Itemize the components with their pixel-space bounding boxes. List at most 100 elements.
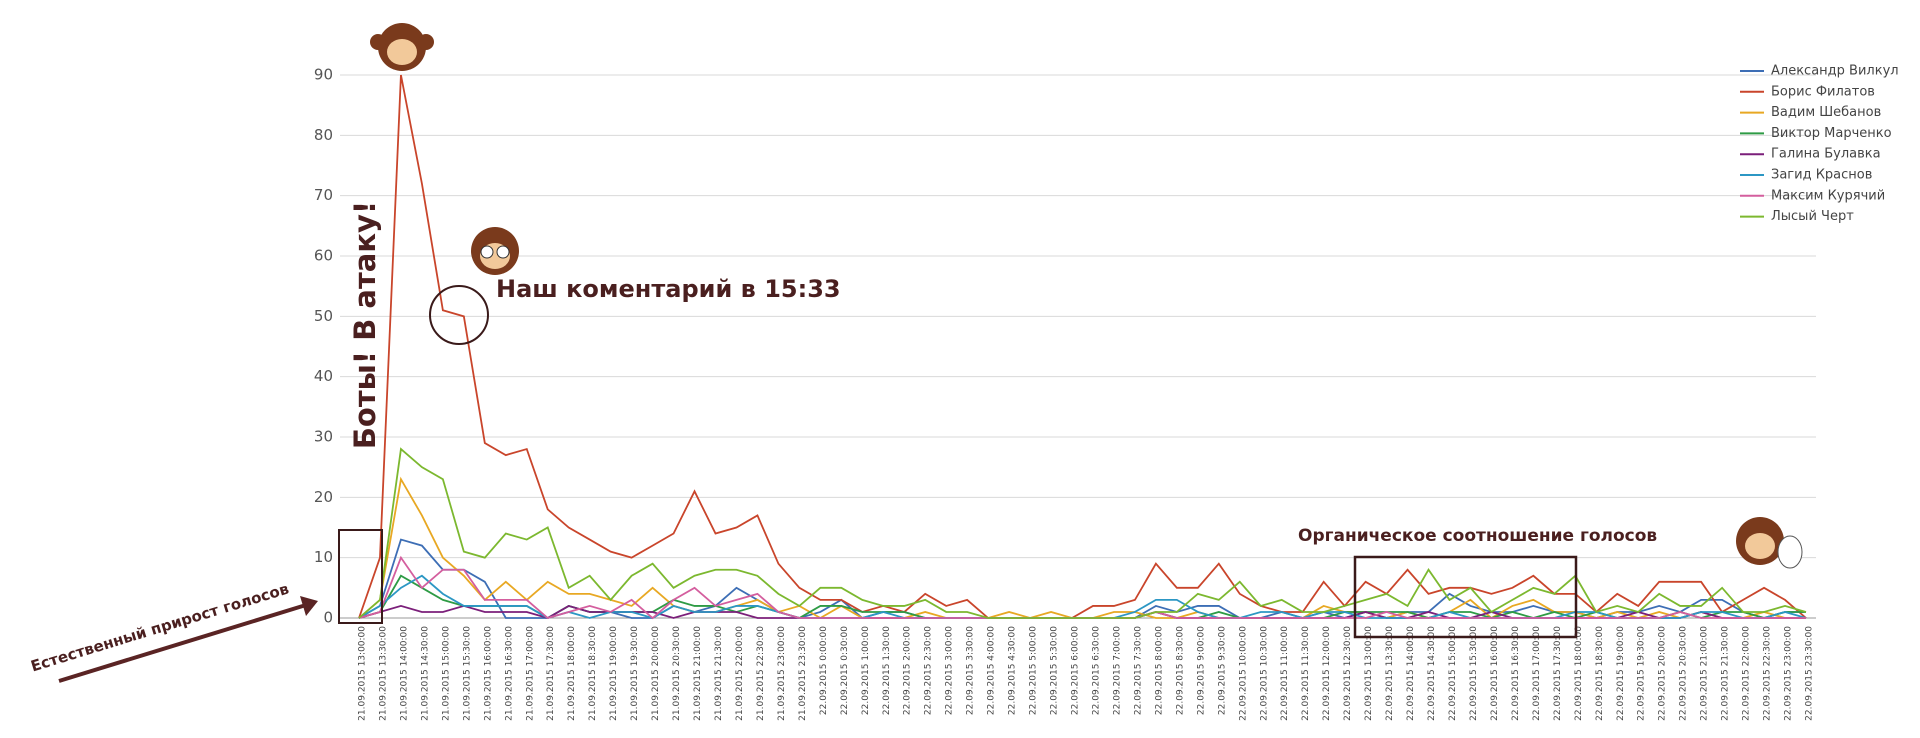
x-tick-label: 22.09.2015 15:30:00	[1469, 626, 1479, 721]
y-tick-label: 30	[314, 428, 333, 446]
x-tick-label: 22.09.2015 16:30:00	[1511, 626, 1521, 721]
x-tick-label: 21.09.2015 20:00:00	[651, 626, 661, 721]
x-tick-label: 21.09.2015 21:30:00	[714, 626, 724, 721]
x-tick-label: 22.09.2015 9:30:00	[1217, 626, 1227, 715]
annotation: Боты! В атаку!	[348, 201, 382, 449]
y-tick-label: 70	[314, 186, 333, 204]
legend: Александр Вилкул Борис Филатов Вадим Шебан…	[1740, 64, 1899, 224]
box-bots	[338, 529, 383, 624]
x-tick-label: 21.09.2015 20:30:00	[672, 626, 682, 721]
series-line	[358, 476, 1806, 620]
annotation: Наш коментарий в 15:33	[496, 275, 841, 303]
y-tick-label: 20	[314, 488, 333, 506]
x-tick-label: 21.09.2015 19:30:00	[630, 626, 640, 721]
x-tick-label: 22.09.2015 4:30:00	[1008, 626, 1018, 715]
x-tick-label: 22.09.2015 6:30:00	[1091, 626, 1101, 715]
annotation: Естественный прирост голосов	[29, 580, 291, 676]
x-tick-label: 21.09.2015 18:00:00	[567, 626, 577, 721]
x-tick-label: 22.09.2015 4:00:00	[987, 626, 997, 715]
circle-comment	[429, 285, 489, 345]
x-tick-label: 22.09.2015 22:00:00	[1742, 626, 1752, 721]
y-tick-label: 0	[323, 609, 333, 627]
y-tick-label: 10	[314, 548, 333, 566]
x-tick-label: 22.09.2015 22:30:00	[1763, 626, 1773, 721]
x-tick-label: 22.09.2015 2:00:00	[903, 626, 913, 715]
x-tick-label: 22.09.2015 19:00:00	[1616, 626, 1626, 721]
x-tick-label: 22.09.2015 18:30:00	[1595, 626, 1605, 721]
y-tick-label: 60	[314, 247, 333, 265]
x-tick-label: 22.09.2015 0:30:00	[840, 626, 850, 715]
monkey	[471, 227, 519, 275]
y-tick-label: 40	[314, 367, 333, 385]
x-tick-label: 21.09.2015 16:30:00	[504, 626, 514, 721]
x-tick-label: 22.09.2015 12:30:00	[1343, 626, 1353, 721]
x-tick-label: 21.09.2015 19:00:00	[609, 626, 619, 721]
annotation: Органическое соотношение голосов	[1298, 526, 1657, 546]
x-tick-label: 22.09.2015 1:00:00	[861, 626, 871, 715]
legend-label: Борис Филатов	[1771, 84, 1875, 99]
x-tick-label: 22.09.2015 11:00:00	[1280, 626, 1290, 721]
x-tick-label: 22.09.2015 3:00:00	[945, 626, 955, 715]
arrow	[58, 603, 307, 683]
x-tick-label: 21.09.2015 17:00:00	[525, 626, 535, 721]
box-organic	[1353, 555, 1578, 639]
x-tick-label: 22.09.2015 13:30:00	[1385, 626, 1395, 721]
series-line	[358, 555, 1806, 620]
x-tick-label: 22.09.2015 1:30:00	[882, 626, 892, 715]
x-tick-label: 22.09.2015 13:00:00	[1364, 626, 1374, 721]
x-tick-label: 21.09.2015 23:30:00	[798, 626, 808, 721]
x-tick-label: 22.09.2015 23:00:00	[1784, 626, 1794, 721]
x-tick-label: 22.09.2015 14:30:00	[1427, 626, 1437, 721]
x-tick-label: 22.09.2015 6:00:00	[1071, 626, 1081, 715]
x-tick-label: 22.09.2015 10:00:00	[1238, 626, 1248, 721]
legend-label: Виктор Марченко	[1771, 126, 1892, 141]
x-tick-label: 22.09.2015 20:30:00	[1679, 626, 1689, 721]
legend-label: Лысый Черт	[1771, 209, 1854, 224]
monkey	[1736, 517, 1803, 569]
x-tick-label: 21.09.2015 13:30:00	[378, 626, 388, 721]
x-tick-label: 21.09.2015 13:00:00	[358, 626, 368, 721]
x-tick-label: 22.09.2015 8:00:00	[1154, 626, 1164, 715]
x-tick-label: 22.09.2015 15:00:00	[1448, 626, 1458, 721]
y-tick-label: 50	[314, 307, 333, 325]
legend-label: Александр Вилкул	[1771, 64, 1899, 79]
x-tick-label: 21.09.2015 22:00:00	[735, 626, 745, 721]
x-tick-label: 22.09.2015 16:00:00	[1490, 626, 1500, 721]
grid: 0 10 20 30 40 50 60 70 80 90 21.09.2015 13:00:00 21…	[314, 66, 1816, 721]
y-tick-label: 90	[314, 66, 333, 84]
x-tick-label: 22.09.2015 10:30:00	[1259, 626, 1269, 721]
monkey	[370, 23, 434, 71]
x-tick-label: 21.09.2015 15:30:00	[462, 626, 472, 721]
x-tick-label: 22.09.2015 17:00:00	[1532, 626, 1542, 721]
x-tick-label: 22.09.2015 14:00:00	[1406, 626, 1416, 721]
x-tick-label: 22.09.2015 3:30:00	[966, 626, 976, 715]
x-tick-label: 22.09.2015 20:00:00	[1658, 626, 1668, 721]
x-tick-label: 21.09.2015 16:00:00	[483, 626, 493, 721]
x-tick-label: 22.09.2015 21:00:00	[1700, 626, 1710, 721]
x-tick-label: 22.09.2015 8:30:00	[1175, 626, 1185, 715]
lines	[358, 74, 1807, 620]
legend-label: Галина Булавка	[1771, 147, 1881, 162]
series-line	[358, 447, 1807, 619]
legend-label: Вадим Шебанов	[1771, 105, 1881, 120]
x-tick-label: 21.09.2015 17:30:00	[546, 626, 556, 721]
x-tick-label: 22.09.2015 17:30:00	[1553, 626, 1563, 721]
x-tick-label: 22.09.2015 2:30:00	[924, 626, 934, 715]
x-tick-label: 21.09.2015 23:00:00	[777, 626, 787, 721]
x-tick-label: 21.09.2015 14:00:00	[399, 626, 409, 721]
y-tick-label: 80	[314, 126, 333, 144]
legend-label: Загид Краснов	[1771, 168, 1872, 183]
x-tick-label: 21.09.2015 22:30:00	[756, 626, 766, 721]
x-tick-label: 22.09.2015 21:30:00	[1721, 626, 1731, 721]
x-tick-label: 21.09.2015 18:30:00	[588, 626, 598, 721]
arrow-head	[300, 596, 318, 616]
x-tick-label: 22.09.2015 19:30:00	[1637, 626, 1647, 721]
x-tick-label: 22.09.2015 7:00:00	[1112, 626, 1122, 715]
x-tick-label: 22.09.2015 5:00:00	[1029, 626, 1039, 715]
x-tick-label: 22.09.2015 0:00:00	[819, 626, 829, 715]
x-tick-label: 22.09.2015 12:00:00	[1322, 626, 1332, 721]
series-line	[358, 74, 1807, 619]
x-tick-label: 22.09.2015 23:30:00	[1805, 626, 1815, 721]
x-tick-label: 22.09.2015 11:30:00	[1301, 626, 1311, 721]
